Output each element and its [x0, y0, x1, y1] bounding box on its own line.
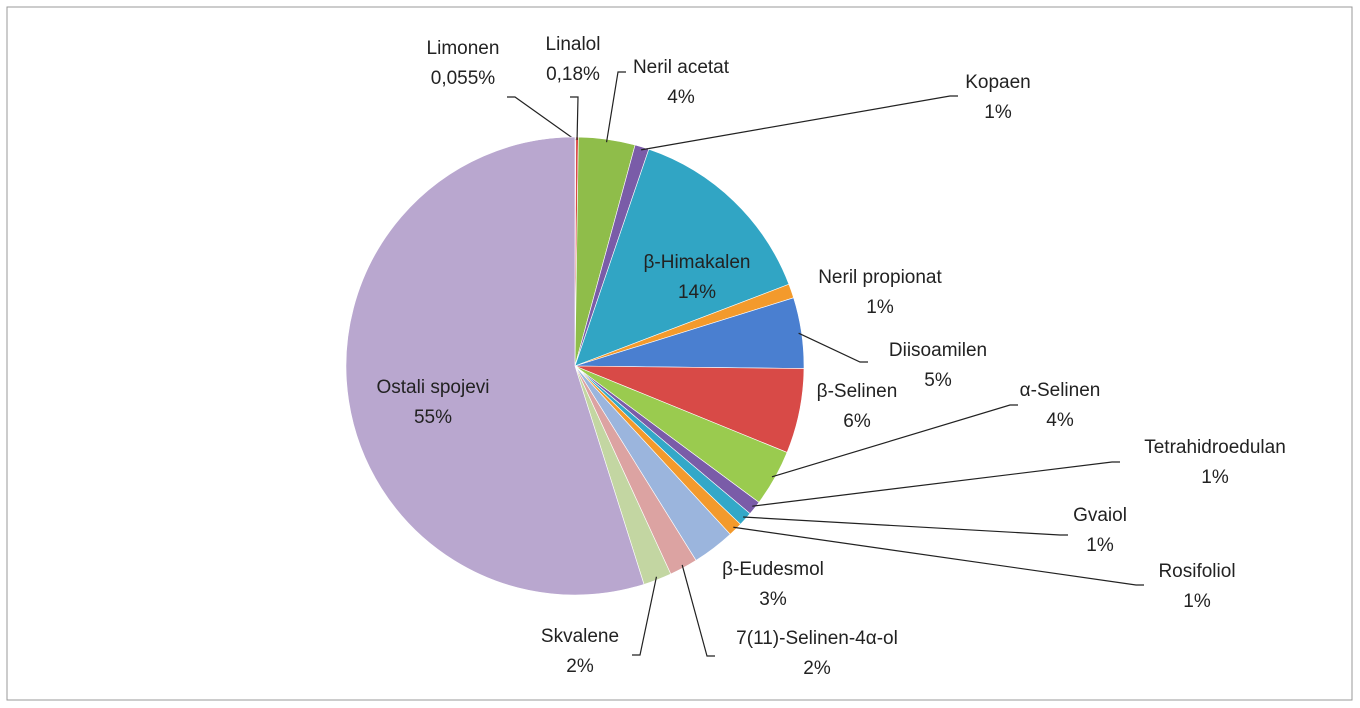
leader-line — [681, 564, 715, 657]
pie-slice — [574, 148, 790, 367]
slice-name: Limonen — [427, 38, 500, 59]
slice-name: β-Eudesmol — [722, 559, 824, 580]
slice-label: β-Selinen 6% — [817, 381, 898, 432]
slice-name: Linalol — [546, 34, 601, 55]
slice-name: β-Himakalen — [643, 252, 750, 273]
slice-value: 14% — [678, 282, 716, 303]
slice-name: Rosifoliol — [1158, 561, 1235, 582]
slice-value: 4% — [667, 87, 695, 108]
slice-label: β-Himakalen 14% — [643, 252, 750, 303]
slice-value: 5% — [924, 370, 952, 391]
slice-value: 4% — [1046, 410, 1074, 431]
slice-name: Ostali spojevi — [377, 377, 490, 398]
leader-line — [640, 95, 958, 151]
slice-value: 2% — [803, 658, 831, 679]
slice-name: Gvaiol — [1073, 505, 1127, 526]
slice-label: Neril acetat 4% — [633, 57, 730, 108]
leader-line — [771, 404, 1018, 478]
slice-label: Rosifoliol 1% — [1158, 561, 1235, 612]
slice-label: β-Eudesmol 3% — [722, 559, 824, 610]
slice-name: β-Selinen — [817, 381, 898, 402]
slice-value: 2% — [566, 656, 594, 677]
slice-value: 1% — [1183, 591, 1211, 612]
slice-label: Limonen 0,055% — [427, 38, 500, 89]
leader-line — [605, 71, 626, 143]
slice-label: 7(11)-Selinen-4α-ol 2% — [736, 628, 898, 679]
slice-value: 1% — [984, 102, 1012, 123]
leader-line — [752, 461, 1120, 507]
slice-name: α-Selinen — [1020, 380, 1101, 401]
slice-label: Kopaen 1% — [965, 72, 1031, 123]
leader-line — [798, 332, 868, 363]
slice-value: 1% — [1201, 467, 1229, 488]
leader-line — [632, 576, 658, 656]
slice-name: Tetrahidroedulan — [1144, 437, 1286, 458]
slice-value: 0,18% — [546, 64, 600, 85]
slice-name: 7(11)-Selinen-4α-ol — [736, 628, 898, 649]
slice-label: Skvalene 2% — [541, 626, 619, 677]
leader-line — [743, 516, 1068, 536]
slice-value: 0,055% — [431, 68, 496, 89]
slice-name: Neril acetat — [633, 57, 730, 78]
leader-line — [570, 96, 579, 141]
slice-name: Diisoamilen — [889, 340, 987, 361]
slice-label: α-Selinen 4% — [1020, 380, 1101, 431]
slice-value: 6% — [843, 411, 871, 432]
slice-value: 3% — [759, 589, 787, 610]
slice-label: Tetrahidroedulan 1% — [1144, 437, 1286, 488]
slice-label: Ostali spojevi 55% — [377, 377, 490, 428]
pie-slice — [345, 136, 645, 596]
slice-value: 1% — [1086, 535, 1114, 556]
leader-line — [507, 96, 576, 141]
slice-name: Skvalene — [541, 626, 619, 647]
slice-name: Neril propionat — [818, 267, 942, 288]
slice-label: Neril propionat 1% — [818, 267, 942, 318]
leader-line — [733, 526, 1144, 586]
slice-label: Diisoamilen 5% — [889, 340, 987, 391]
slice-value: 1% — [866, 297, 894, 318]
slice-name: Kopaen — [965, 72, 1031, 93]
slice-value: 55% — [414, 407, 452, 428]
slice-label: Linalol 0,18% — [546, 34, 601, 85]
slice-label: Gvaiol 1% — [1073, 505, 1127, 556]
